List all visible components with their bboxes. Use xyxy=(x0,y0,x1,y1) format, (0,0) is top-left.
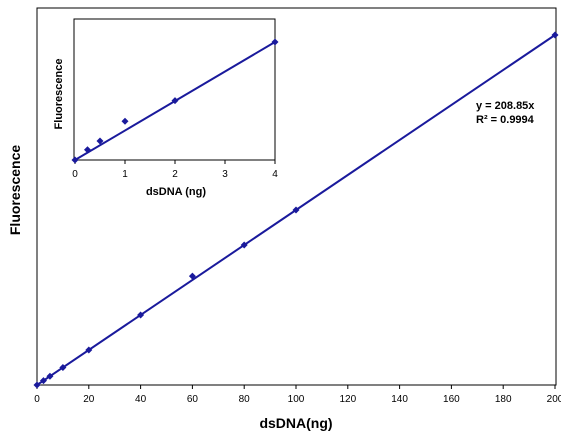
main-data-point xyxy=(85,346,93,354)
inset-y-axis-title: Fluorescence xyxy=(53,59,65,130)
inset-data-point xyxy=(84,146,91,154)
inset-x-tick-label: 1 xyxy=(122,169,128,180)
inset-x-tick-label: 4 xyxy=(272,169,278,180)
main-chart: 0 20 40 60 80 100 120 140 160 180 200 dsDNA(ng) Fl… xyxy=(7,7,561,431)
main-data-point xyxy=(33,381,41,389)
main-x-tick-label: 100 xyxy=(288,394,305,405)
main-x-tick-label: 80 xyxy=(239,394,251,405)
inset-data-point xyxy=(71,156,79,164)
main-data-point xyxy=(292,206,300,214)
main-data-point xyxy=(188,272,196,280)
inset-x-axis-title: dsDNA (ng) xyxy=(146,186,206,198)
main-x-tick-label: 200 xyxy=(547,394,561,405)
main-data-point xyxy=(240,241,248,249)
main-data-point xyxy=(59,364,67,372)
inset-x-tick-label: 3 xyxy=(222,169,228,180)
main-x-tick-label: 40 xyxy=(135,394,147,405)
main-x-tick-label: 120 xyxy=(339,394,356,405)
inset-chart: 0 1 2 3 4 dsDNA (ng) Fluorescence xyxy=(53,18,279,198)
main-x-tick-label: 140 xyxy=(391,394,408,405)
main-x-tick-label: 0 xyxy=(34,394,40,405)
trendline-r-squared: R² = 0.9994 xyxy=(476,114,535,126)
inset-x-tick-label: 2 xyxy=(172,169,178,180)
main-data-point xyxy=(551,31,559,39)
inset-data-point xyxy=(171,97,179,105)
inset-plot-frame xyxy=(73,18,276,161)
main-x-tick-label: 160 xyxy=(443,394,460,405)
main-data-point xyxy=(46,372,54,380)
inset-data-point xyxy=(121,117,129,125)
trendline-equation: y = 208.85x xyxy=(476,100,535,112)
inset-data-point xyxy=(96,137,104,145)
main-data-point xyxy=(39,377,47,385)
main-data-point xyxy=(137,311,145,319)
main-y-axis-title: Fluorescence xyxy=(7,145,23,235)
inset-x-tick-label: 0 xyxy=(72,169,78,180)
main-x-tick-label: 20 xyxy=(83,394,95,405)
main-x-axis-title: dsDNA(ng) xyxy=(259,415,332,431)
main-x-tick-label: 60 xyxy=(187,394,199,405)
inset-data-point xyxy=(271,38,279,46)
main-x-tick-label: 180 xyxy=(495,394,512,405)
